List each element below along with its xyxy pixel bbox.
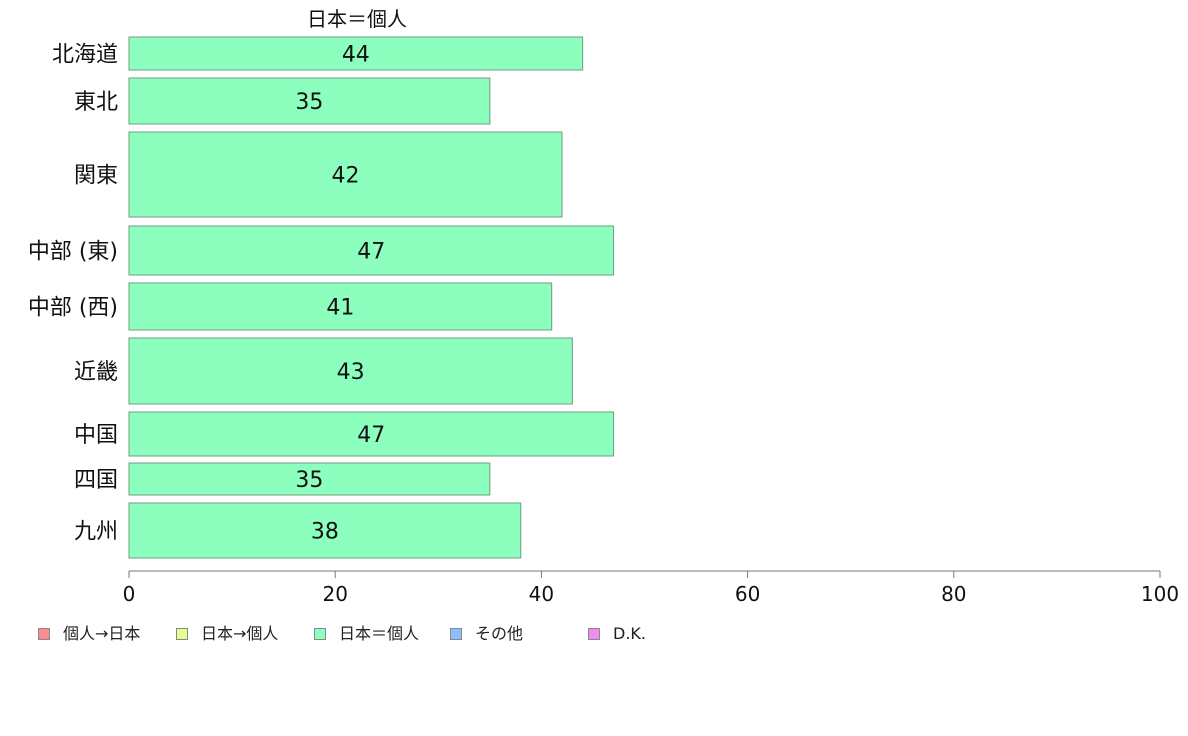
category-label: 中部 (東) (28, 240, 118, 265)
category-label: 近畿 (74, 360, 118, 385)
x-tick-label: 80 (941, 582, 966, 606)
category-label: 九州 (74, 520, 118, 545)
legend-swatch (176, 628, 188, 640)
x-tick-label: 100 (1141, 582, 1179, 606)
legend-label: D.K. (613, 624, 646, 643)
bar (128, 337, 573, 405)
category-label: 四国 (74, 468, 118, 493)
data-label: 35 (295, 90, 323, 115)
category-label: 中部 (西) (28, 296, 118, 321)
x-tick-label: 60 (735, 582, 760, 606)
data-label: 44 (342, 43, 370, 68)
bar (128, 77, 491, 125)
x-tick-label: 20 (322, 582, 347, 606)
bar (128, 462, 491, 496)
category-label: 関東 (74, 164, 118, 189)
data-label: 47 (357, 240, 385, 265)
category-label: 東北 (74, 90, 118, 115)
legend-item: D.K. (588, 624, 646, 644)
legend-label: 日本＝個人 (339, 624, 420, 643)
category-label: 中国 (74, 423, 118, 448)
x-tick-label: 0 (123, 582, 136, 606)
bar (128, 131, 563, 218)
bar (128, 411, 615, 457)
legend-item: 日本→個人 (176, 624, 278, 644)
bar (128, 36, 584, 71)
chart-title: 日本＝個人 (307, 7, 407, 31)
legend-label: 個人→日本 (63, 624, 141, 643)
bar (128, 225, 615, 276)
data-label: 38 (311, 520, 339, 545)
bar (128, 502, 522, 559)
bars-group: 44 北海道 35 東北 42 関東 47 中部 (東) 41 中部 (西) 43 近畿 47 中国 35 四… (28, 36, 615, 559)
data-label: 43 (337, 360, 365, 385)
legend-label: 日本→個人 (201, 624, 279, 643)
legend-item: 日本＝個人 (314, 624, 419, 644)
legend-item: その他 (450, 624, 523, 644)
category-label: 北海道 (52, 43, 118, 68)
data-label: 47 (357, 423, 385, 448)
data-label: 35 (295, 468, 323, 493)
legend-swatch (314, 628, 326, 640)
legend-swatch (450, 628, 462, 640)
data-label: 42 (332, 164, 360, 189)
legend-label: その他 (475, 624, 524, 643)
data-label: 41 (326, 296, 354, 321)
x-tick-label: 40 (529, 582, 554, 606)
x-axis: 0 20 40 60 80 100 (123, 570, 1179, 606)
legend-item: 個人→日本 (38, 624, 140, 644)
bar (128, 282, 553, 331)
legend-swatch (588, 628, 600, 640)
legend-swatch (38, 628, 50, 640)
